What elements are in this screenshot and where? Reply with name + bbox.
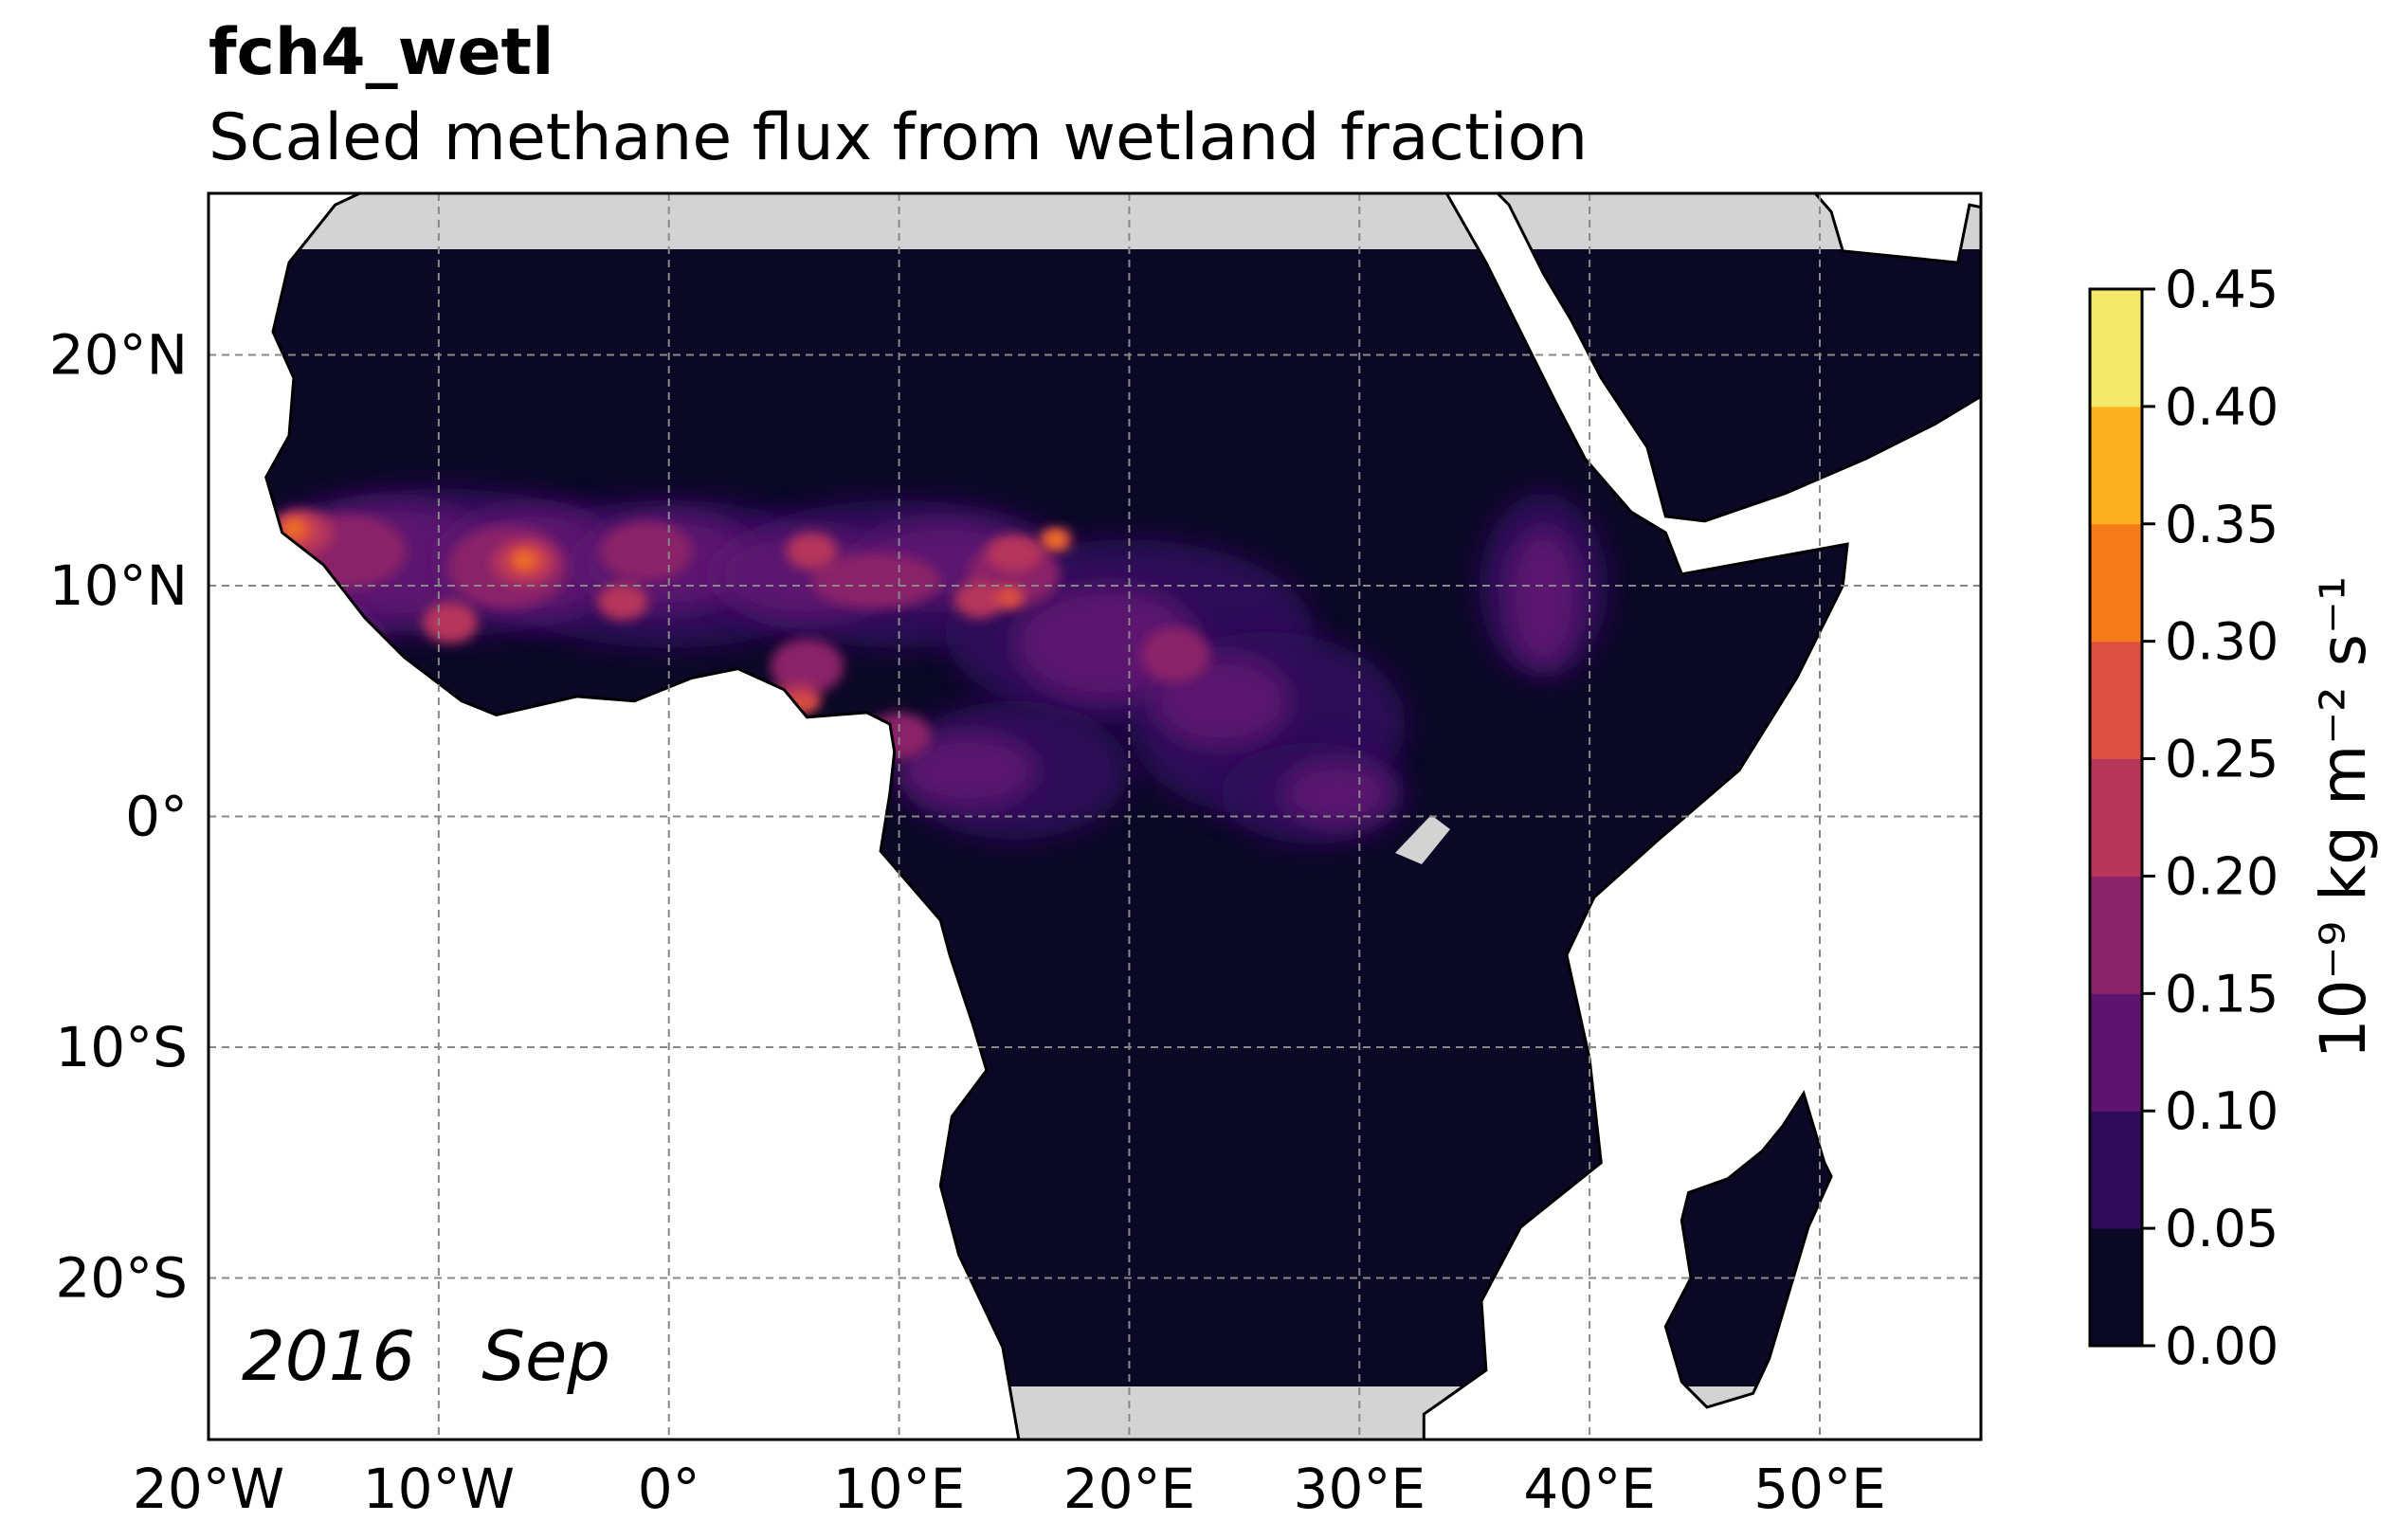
colorbar-tick-label: 0.35 (2165, 495, 2279, 554)
colorbar-tick-label: 0.10 (2165, 1081, 2279, 1141)
lon-tick-label: 20°E (1063, 1457, 1195, 1521)
colorbar-segment (2090, 406, 2142, 525)
lon-tick-label: 10°W (363, 1457, 515, 1521)
colorbar-tick-label: 0.25 (2165, 730, 2279, 789)
date-stamp: 2016 Sep (242, 1322, 677, 1390)
colorbar-frame (2088, 287, 2144, 1348)
lon-tick-label: 20°W (133, 1457, 284, 1521)
map-subtitle: Scaled methane flux from wetland fractio… (209, 100, 1589, 175)
colorbar-segment (2090, 289, 2142, 408)
lat-tick-label: 10°N (49, 553, 188, 618)
lon-tick-label: 50°E (1753, 1457, 1885, 1521)
colorbar: 0.00 0.05 0.10 0.15 0.20 0.25 0.30 0.35 0.40 0.45… (2088, 260, 2380, 1376)
colorbar-segment (2090, 641, 2142, 760)
colorbar-segment (2090, 758, 2142, 877)
map-plot-area (209, 193, 1981, 1440)
lon-tick-label: 30°E (1294, 1457, 1425, 1521)
flux-blob-29 (422, 602, 479, 643)
colorbar-tick-label: 0.00 (2165, 1316, 2279, 1376)
colorbar-tick-label: 0.05 (2165, 1199, 2279, 1259)
flux-blob-34 (597, 583, 648, 621)
flux-blob-40 (1047, 533, 1064, 547)
flux-blob-32 (986, 534, 1043, 572)
colorbar-segment (2090, 993, 2142, 1112)
colorbar-unit-label: 10⁻⁹ kg m⁻² s⁻¹ (2307, 576, 2380, 1060)
axis-tick-labels: 20°W 10°W 0° 10°E 20°E 30°E 40°E 50°E 20°N 10°N 0°… (49, 322, 1886, 1521)
colorbar-tick-label: 0.45 (2165, 260, 2279, 319)
lat-tick-label: 0° (125, 785, 188, 849)
stamp-month: Sep (481, 1316, 610, 1396)
lon-tick-label: 0° (638, 1457, 700, 1521)
coast-africa (264, 193, 1849, 1440)
flux-madagascar (1665, 1093, 1832, 1386)
colorbar-tick-label: 0.15 (2165, 964, 2279, 1024)
colorbar-segment (2090, 876, 2142, 994)
flux-blob-33 (786, 533, 837, 570)
colorbar-tick-label: 0.20 (2165, 846, 2279, 906)
flux-blob-38 (995, 586, 1024, 609)
flux-blob-23 (811, 553, 941, 609)
flux-blob-22 (770, 639, 844, 695)
lat-tick-label: 20°S (55, 1246, 188, 1311)
stamp-year: 2016 (242, 1316, 416, 1396)
colorbar-segment (2090, 1228, 2142, 1347)
lat-tick-label: 10°S (55, 1015, 188, 1079)
colorbar-tick-label: 0.30 (2165, 612, 2279, 672)
flux-blob-42 (285, 520, 302, 535)
flux-blob-41 (516, 553, 533, 568)
lat-tick-label: 20°N (49, 322, 188, 387)
lon-tick-label: 10°E (833, 1457, 965, 1521)
flux-blob-25 (1140, 626, 1210, 683)
flux-blob-15 (899, 733, 1038, 807)
colorbar-segment (2090, 1111, 2142, 1229)
colorbar-segment (2090, 523, 2142, 643)
lon-tick-label: 40°E (1523, 1457, 1655, 1521)
map-title: fch4_wetl (209, 15, 554, 90)
flux-arabia (1531, 249, 1981, 521)
lake-victoria (1395, 815, 1450, 864)
flux-blob-21 (599, 520, 693, 582)
map-frame (207, 191, 1983, 1441)
coast-madagascar (1663, 1090, 1833, 1409)
colorbar-tick-label: 0.40 (2165, 377, 2279, 437)
flux-blob-17 (1506, 528, 1581, 667)
flux-blob-16 (1280, 761, 1392, 826)
flux-blob-31 (953, 581, 1006, 619)
gridlines (209, 193, 1981, 1440)
